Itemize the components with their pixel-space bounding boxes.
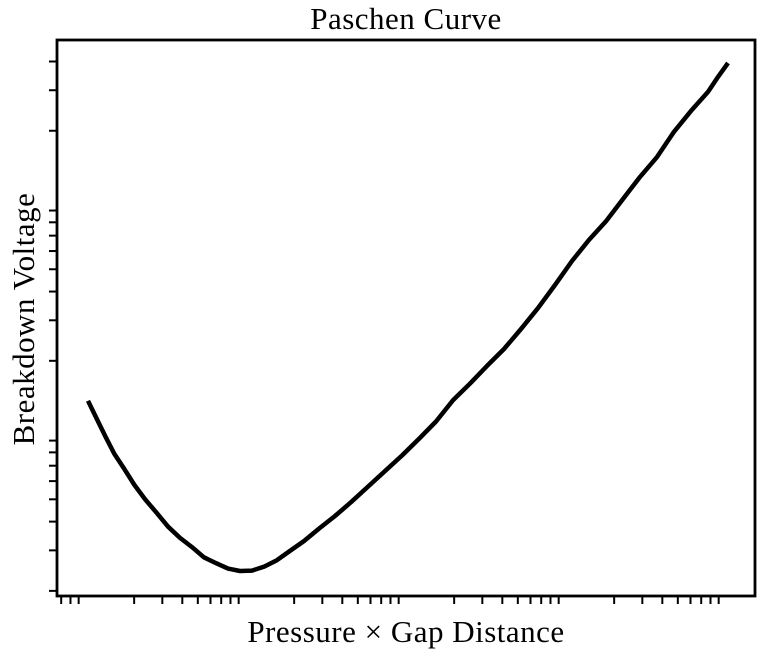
paschen-curve-line (85, 61, 730, 574)
chart-title: Paschen Curve (310, 1, 502, 36)
y-axis-label: Breakdown Voltage (6, 192, 41, 446)
plot-frame (55, 38, 757, 598)
x-axis-label: Pressure × Gap Distance (247, 614, 565, 649)
